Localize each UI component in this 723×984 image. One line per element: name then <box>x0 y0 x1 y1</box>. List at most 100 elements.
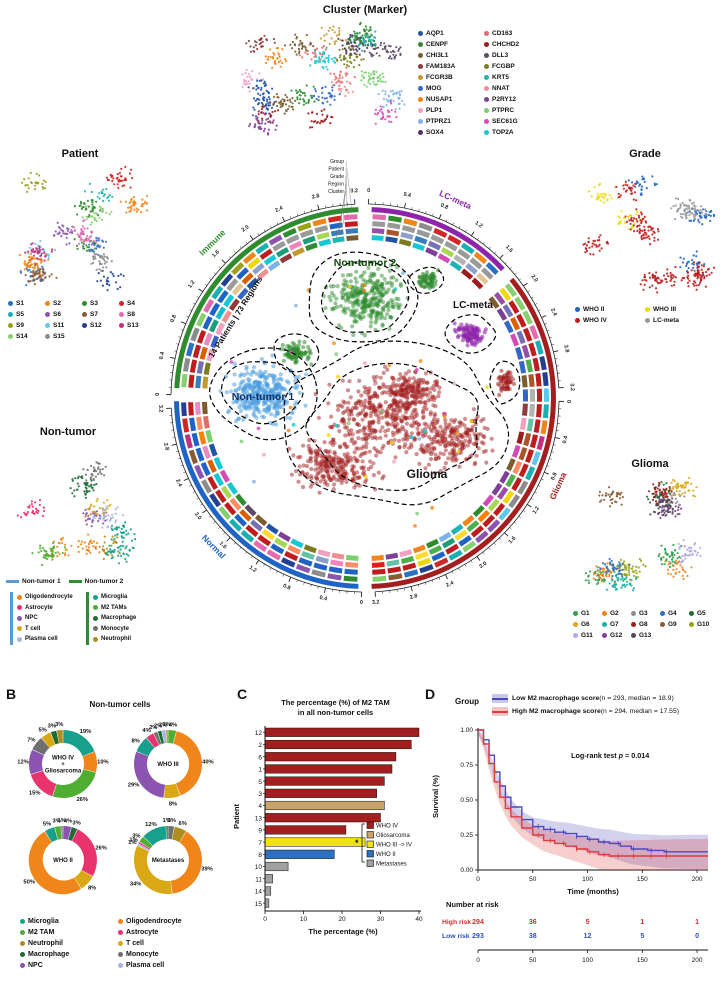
legend-label: MOG <box>426 85 442 92</box>
legend-label: PTPRC <box>492 107 515 114</box>
legend-swatch <box>484 97 489 102</box>
cell-legend-item: Microglia <box>20 916 69 927</box>
legend-label: G4 <box>668 610 677 617</box>
legend-swatch <box>484 75 489 80</box>
nontumor2-cells-legend: Microglia M2 TAMs Macrophage Monocyte Neutro… <box>86 592 136 645</box>
legend-swatch <box>17 636 22 642</box>
legend-swatch <box>6 580 19 583</box>
legend-swatch <box>645 307 650 312</box>
scatter-points <box>18 165 149 292</box>
svg-text:0.8: 0.8 <box>170 314 178 323</box>
legend-swatch <box>118 952 123 957</box>
svg-text:Region: Region <box>328 182 344 188</box>
legend-swatch <box>118 930 123 935</box>
legend-label: Microglia <box>101 594 128 601</box>
scatter-points <box>584 476 702 592</box>
legend-label: G9 <box>668 621 677 628</box>
legend-label: S4 <box>127 300 135 307</box>
legend-label: S6 <box>53 311 61 318</box>
cluster-marker-title: Cluster (Marker) <box>322 4 408 16</box>
legend-label: G8 <box>639 621 648 628</box>
legend-swatch <box>418 130 423 135</box>
glioma-legend-item: G2 <box>602 608 631 619</box>
svg-text:2.8: 2.8 <box>162 442 170 451</box>
legend-label: NPC <box>28 962 43 969</box>
legend-swatch <box>645 318 650 323</box>
grade-legend-item: LC-meta <box>645 315 715 326</box>
cell-legend-item: Oligodendrocyte <box>118 916 182 927</box>
legend-swatch <box>93 636 98 642</box>
svg-text:3.2: 3.2 <box>157 405 163 413</box>
svg-text:3.2: 3.2 <box>372 600 380 606</box>
svg-text:0.4: 0.4 <box>562 434 570 444</box>
svg-text:2.8: 2.8 <box>311 193 320 201</box>
nontumor-cells-donut-charts: 19%10%26%15%12%7%5%3% 3%WHO IV+Gliosarcom… <box>17 722 214 895</box>
legend-swatch <box>118 963 123 968</box>
svg-text:2.0: 2.0 <box>478 561 488 570</box>
marker-legend-item: PLP1 <box>418 105 484 116</box>
legend-label: CHCHD2 <box>492 41 520 48</box>
svg-text:2.4: 2.4 <box>445 580 455 589</box>
legend-label: S8 <box>127 311 135 318</box>
patient-legend-item: S15 <box>45 331 82 342</box>
patient-legend-item: S7 <box>82 309 119 320</box>
legend-label: Astrocyte <box>126 929 159 936</box>
legend-swatch <box>573 611 578 616</box>
glioma-legend-item: G3 <box>631 608 660 619</box>
legend-label: NUSAP1 <box>426 96 453 103</box>
km-legend-label: Low M2 macrophage score <box>512 695 600 702</box>
legend-swatch <box>20 930 25 935</box>
glioma-legend-item: G9 <box>660 619 689 630</box>
patient-title: Patient <box>61 148 99 160</box>
svg-text:2.0: 2.0 <box>529 274 538 284</box>
legend-label: SEC61G <box>492 118 518 125</box>
patient-legend-item: S3 <box>82 298 119 309</box>
marker-legend-item: FCGBP <box>484 61 550 72</box>
cell-legend-item: Astrocyte <box>118 927 182 938</box>
nontumor-cell-item: T cell <box>17 624 73 635</box>
patient-legend-item: S13 <box>119 320 156 331</box>
patient-legend-item: S2 <box>45 298 82 309</box>
legend-label: T cell <box>126 940 144 947</box>
legend-swatch <box>602 611 607 616</box>
glioma-legend-item: G1 <box>573 608 602 619</box>
legend-label: Non-tumor 2 <box>84 578 124 585</box>
legend-swatch <box>17 615 22 621</box>
nontumor-group-item: Non-tumor 1 <box>6 576 61 587</box>
legend-swatch <box>8 312 13 317</box>
legend-label: S5 <box>16 311 24 318</box>
legend-swatch <box>602 622 607 627</box>
svg-text:1.6: 1.6 <box>211 249 221 259</box>
svg-text:1.2: 1.2 <box>532 506 541 516</box>
legend-swatch <box>573 622 578 627</box>
legend-swatch <box>484 119 489 124</box>
svg-text:3.2: 3.2 <box>569 383 575 391</box>
legend-swatch <box>82 301 87 306</box>
legend-swatch <box>17 605 22 611</box>
svg-text:2.4: 2.4 <box>549 307 558 317</box>
legend-label: Astrocyte <box>25 604 53 611</box>
circos-plot: 0 0.4 0.8 1.2 1.6 2.0 2.4 2.8 3.2 0 0.4 0.8 1.2 1.6 2.… <box>155 159 575 606</box>
legend-swatch <box>45 323 50 328</box>
marker-legend-item: CHCHD2 <box>484 39 550 50</box>
legend-swatch <box>93 605 98 611</box>
glioma-legend-item: G10 <box>689 619 718 630</box>
km-legend: Low M2 macrophage score (n = 293, median… <box>492 692 679 718</box>
legend-label: Neutrophil <box>101 636 131 643</box>
svg-text:Non-tumor 2: Non-tumor 2 <box>334 257 397 269</box>
legend-swatch <box>45 301 50 306</box>
svg-text:2.4: 2.4 <box>274 205 284 214</box>
legend-label: Monocyte <box>101 625 130 632</box>
legend-label: Plasma cell <box>126 962 165 969</box>
legend-swatch <box>118 919 123 924</box>
marker-legend-item: FCGR3B <box>418 72 484 83</box>
legend-label: S2 <box>53 300 61 307</box>
legend-swatch <box>631 611 636 616</box>
legend-label: Plasma cell <box>25 636 58 643</box>
lcmeta-cluster-points <box>452 321 488 348</box>
legend-swatch <box>418 75 423 80</box>
nontumor-cell-item: Microglia <box>93 592 136 603</box>
